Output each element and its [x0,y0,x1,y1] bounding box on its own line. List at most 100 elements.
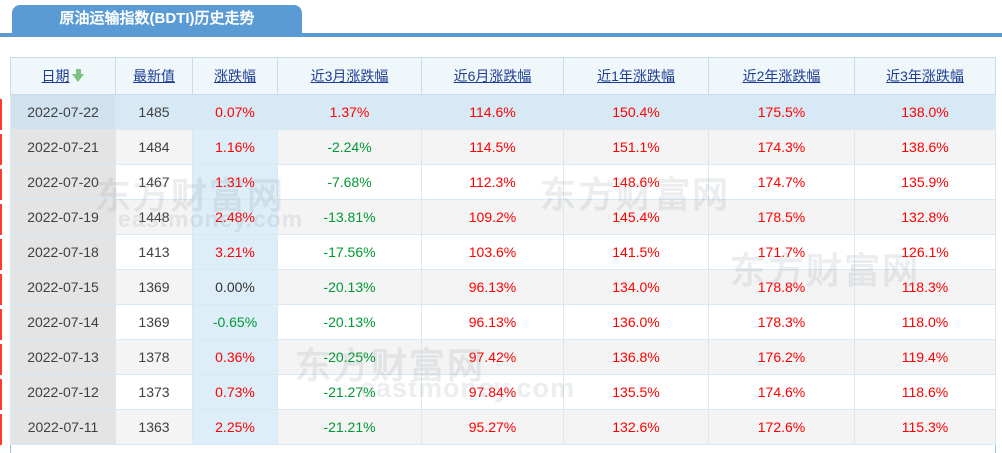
date-cell: 2022-07-12 [10,374,116,410]
change-cell: -13.81% [277,199,422,235]
latest-value-cell: 1413 [115,234,193,270]
date-cell: 2022-07-11 [10,409,116,445]
change-cell: 132.8% [854,199,996,235]
change-cell: -21.21% [277,409,422,445]
change-cell: 171.7% [708,234,855,270]
latest-value-cell: 1363 [115,409,193,445]
column-sort-link-1y-change[interactable]: 近1年涨跌幅 [597,68,675,84]
table-row: 2022-07-12 1373 0.73% -21.27% 97.84% 135.5% 17… [10,374,996,410]
latest-value-cell: 1373 [115,374,193,410]
table-row: 2022-07-19 1448 2.48% -13.81% 109.2% 145.4% 17… [10,199,996,235]
change-cell: 97.84% [421,374,564,410]
table-row: 2022-07-13 1378 0.36% -20.25% 97.42% 136.8% 17… [10,339,996,375]
table-row: 2022-07-14 1369 -0.65% -20.13% 96.13% 136.0% 1… [10,304,996,340]
latest-value-cell: 1369 [115,269,193,305]
change-cell: -17.56% [277,234,422,270]
tab-bdti-history[interactable]: 原油运输指数(BDTI)历史走势 [12,5,302,33]
th-6m-change: 近6月涨跌幅 [421,57,564,95]
change-cell: 114.6% [421,94,564,130]
latest-value-cell: 1448 [115,199,193,235]
change-cell: 174.7% [708,164,855,200]
date-cell: 2022-07-19 [10,199,116,235]
change-cell: 2.48% [192,199,278,235]
change-cell: 0.07% [192,94,278,130]
column-sort-link-latest-value[interactable]: 最新值 [133,68,175,84]
latest-value-cell: 1378 [115,339,193,375]
column-sort-link-2y-change[interactable]: 近2年涨跌幅 [742,68,821,84]
column-sort-link-3y-change[interactable]: 近3年涨跌幅 [886,68,964,84]
change-cell: 118.3% [854,269,996,305]
latest-value-cell: 1484 [115,129,193,165]
change-cell: -20.25% [277,339,422,375]
table-row: 2022-07-20 1467 1.31% -7.68% 112.3% 148.6% 174… [10,164,996,200]
change-cell: -21.27% [277,374,422,410]
change-cell: 109.2% [421,199,564,235]
change-cell: 1.31% [192,164,278,200]
change-cell: 95.27% [421,409,564,445]
change-cell: 150.4% [563,94,709,130]
change-cell: 0.36% [192,339,278,375]
change-cell: -20.13% [277,269,422,305]
change-cell: 136.8% [563,339,709,375]
clipped-next-row [10,444,996,453]
change-cell: 174.3% [708,129,855,165]
th-3y-change: 近3年涨跌幅 [854,57,996,95]
change-cell: 118.0% [854,304,996,340]
change-cell: 96.13% [421,269,564,305]
table-row: 2022-07-18 1413 3.21% -17.56% 103.6% 141.5% 17… [10,234,996,270]
change-cell: 114.5% [421,129,564,165]
table-row: 2022-07-21 1484 1.16% -2.24% 114.5% 151.1% 174… [10,129,996,165]
th-1y-change: 近1年涨跌幅 [563,57,709,95]
change-cell: 112.3% [421,164,564,200]
th-3m-change: 近3月涨跌幅 [277,57,422,95]
change-cell: 148.6% [563,164,709,200]
date-cell: 2022-07-22 [10,94,116,130]
date-cell: 2022-07-21 [10,129,116,165]
change-cell: 136.0% [563,304,709,340]
table-row: 2022-07-22 1485 0.07% 1.37% 114.6% 150.4% 175.… [10,94,996,130]
header-row: 日期 最新值 涨跌幅 近3月涨跌幅 近6月涨跌幅 近1年涨跌幅 近2年涨跌幅 近… [10,57,996,95]
change-cell: 175.5% [708,94,855,130]
latest-value-cell: 1467 [115,164,193,200]
change-cell: 115.3% [854,409,996,445]
clipped-left-edge [0,99,2,445]
column-sort-link-6m-change[interactable]: 近6月涨跌幅 [453,68,532,84]
change-cell: 174.6% [708,374,855,410]
th-2y-change: 近2年涨跌幅 [708,57,855,95]
change-cell: 0.73% [192,374,278,410]
change-cell: 135.5% [563,374,709,410]
change-cell: 96.13% [421,304,564,340]
column-sort-link-3m-change[interactable]: 近3月涨跌幅 [310,68,389,84]
date-cell: 2022-07-14 [10,304,116,340]
change-cell: 151.1% [563,129,709,165]
table-body: 2022-07-22 1485 0.07% 1.37% 114.6% 150.4% 175.… [10,94,996,445]
date-cell: 2022-07-15 [10,269,116,305]
latest-value-cell: 1369 [115,304,193,340]
change-cell: 1.16% [192,129,278,165]
change-cell: 1.37% [277,94,422,130]
th-change: 涨跌幅 [192,57,278,95]
table-row: 2022-07-11 1363 2.25% -21.21% 95.27% 132.6% 17… [10,409,996,445]
date-cell: 2022-07-13 [10,339,116,375]
change-cell: 178.8% [708,269,855,305]
change-cell: 126.1% [854,234,996,270]
sort-desc-arrow-icon [71,68,85,83]
table-row: 2022-07-15 1369 0.00% -20.13% 96.13% 134.0% 17… [10,269,996,305]
change-cell: -7.68% [277,164,422,200]
change-cell: 103.6% [421,234,564,270]
change-cell: 3.21% [192,234,278,270]
change-cell: 141.5% [563,234,709,270]
th-latest-value: 最新值 [115,57,193,95]
date-cell: 2022-07-20 [10,164,116,200]
change-cell: 134.0% [563,269,709,305]
latest-value-cell: 1485 [115,94,193,130]
change-cell: 172.6% [708,409,855,445]
change-cell: -20.13% [277,304,422,340]
change-cell: 118.6% [854,374,996,410]
change-cell: 176.2% [708,339,855,375]
tab-title: 原油运输指数(BDTI)历史走势 [59,10,255,27]
change-cell: 145.4% [563,199,709,235]
column-sort-link-date[interactable]: 日期 [41,68,70,84]
column-sort-link-change[interactable]: 涨跌幅 [214,68,256,84]
change-cell: 2.25% [192,409,278,445]
